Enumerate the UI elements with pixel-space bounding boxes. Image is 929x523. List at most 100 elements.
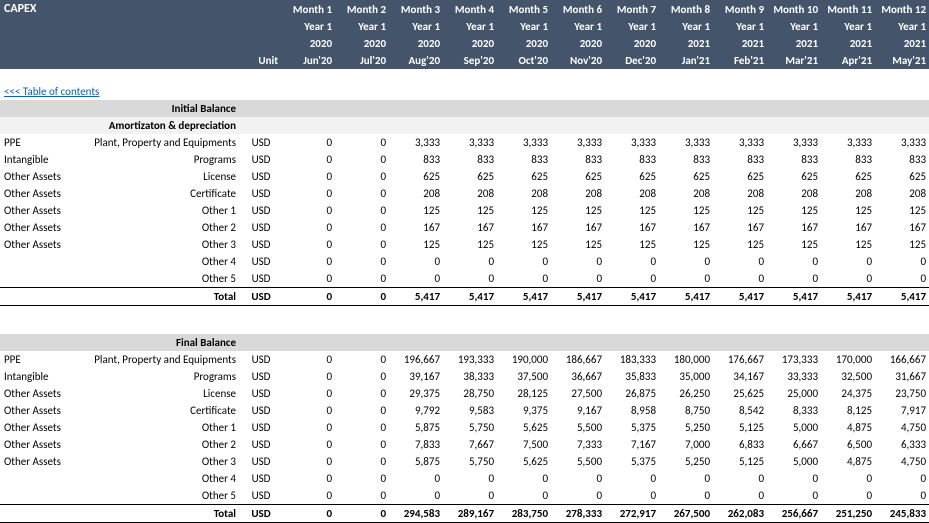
value-cell: 4,750 [876,419,929,436]
value-cell: 170,000 [822,351,876,368]
total-value-cell: 278,333 [552,504,606,522]
total-value-cell: 245,833 [876,504,929,522]
value-cell: 26,250 [660,385,714,402]
value-cell: 5,250 [660,453,714,470]
value-cell: 0 [336,168,390,185]
value-cell: 0 [822,270,876,288]
value-cell: 3,333 [876,134,929,151]
table-row: Other AssetsLicenseUSD0029,37528,75028,1… [0,385,929,402]
value-cell: 7,917 [876,402,929,419]
value-cell: 0 [444,270,498,288]
hdr-period: Jun'20 [282,52,336,69]
value-cell: 208 [822,185,876,202]
value-cell: 0 [282,236,336,253]
value-cell: 9,792 [390,402,444,419]
total-value-cell: 294,583 [390,504,444,522]
table-row: Other AssetsOther 2USD007,8337,6677,5007… [0,436,929,453]
value-cell: 0 [498,487,552,505]
desc-cell: Plant, Property and Equipments [70,351,240,368]
value-cell: 167 [660,219,714,236]
hdr-month: Month 10 [768,0,822,18]
value-cell: 208 [606,185,660,202]
value-cell: 125 [444,236,498,253]
value-cell: 125 [498,236,552,253]
value-cell: 0 [498,253,552,270]
value-cell: 33,333 [768,368,822,385]
value-cell: 29,375 [390,385,444,402]
hdr-period: Apr'21 [822,52,876,69]
value-cell: 6,667 [768,436,822,453]
desc-cell: Other 1 [70,202,240,219]
category-cell: Other Assets [0,236,70,253]
value-cell: 0 [606,470,660,487]
hdr-year-num: 2021 [660,35,714,52]
value-cell: 167 [444,219,498,236]
value-cell: 0 [336,470,390,487]
value-cell: 125 [768,236,822,253]
value-cell: 167 [876,219,929,236]
value-cell: 0 [768,270,822,288]
value-cell: 208 [444,185,498,202]
unit-cell: USD [240,288,282,306]
unit-cell: USD [240,368,282,385]
value-cell: 125 [660,236,714,253]
desc-cell: License [70,168,240,185]
category-cell: Other Assets [0,402,70,419]
value-cell: 0 [282,436,336,453]
value-cell: 0 [282,219,336,236]
unit-cell: USD [240,168,282,185]
value-cell: 23,750 [876,385,929,402]
total-label: Total [70,504,240,522]
value-cell: 27,500 [552,385,606,402]
value-cell: 8,333 [768,402,822,419]
total-label: Total [70,288,240,306]
value-cell: 5,375 [606,419,660,436]
hdr-year: Year 1 [606,18,660,35]
section-final: Final Balance [70,334,240,351]
value-cell: 167 [552,219,606,236]
table-row: Other AssetsOther 1USD001251251251251251… [0,202,929,219]
table-row: Other AssetsOther 3USD001251251251251251… [0,236,929,253]
category-cell: Other Assets [0,219,70,236]
total-value-cell: 5,417 [552,288,606,306]
value-cell: 3,333 [606,134,660,151]
desc-cell: Other 2 [70,436,240,453]
category-cell: Other Assets [0,202,70,219]
value-cell: 3,333 [444,134,498,151]
unit-cell: USD [240,419,282,436]
table-row: Other AssetsOther 3USD005,8755,7505,6255… [0,453,929,470]
value-cell: 37,500 [498,368,552,385]
page-title: CAPEX [0,0,282,18]
toc-link[interactable]: <<< Table of contents [4,85,99,98]
value-cell: 625 [498,168,552,185]
value-cell: 125 [552,236,606,253]
total-value-cell: 5,417 [660,288,714,306]
value-cell: 9,375 [498,402,552,419]
category-cell [0,270,70,288]
value-cell: 208 [498,185,552,202]
total-value-cell: 5,417 [768,288,822,306]
value-cell: 35,000 [660,368,714,385]
hdr-year-num: 2020 [282,35,336,52]
table-row: PPEPlant, Property and EquipmentsUSD0019… [0,351,929,368]
table-row: IntangibleProgramsUSD0039,16738,33337,50… [0,368,929,385]
total-value-cell: 0 [282,288,336,306]
value-cell: 833 [768,151,822,168]
unit-cell: USD [240,504,282,522]
hdr-period: Feb'21 [714,52,768,69]
hdr-month: Month 11 [822,0,876,18]
value-cell: 3,333 [768,134,822,151]
value-cell: 0 [552,270,606,288]
value-cell: 5,000 [768,453,822,470]
value-cell: 125 [606,236,660,253]
value-cell: 0 [768,470,822,487]
value-cell: 3,333 [714,134,768,151]
value-cell: 125 [822,236,876,253]
value-cell: 125 [498,202,552,219]
value-cell: 0 [282,470,336,487]
hdr-year: Year 1 [336,18,390,35]
value-cell: 0 [282,168,336,185]
value-cell: 9,167 [552,402,606,419]
value-cell: 833 [390,151,444,168]
value-cell: 0 [282,270,336,288]
